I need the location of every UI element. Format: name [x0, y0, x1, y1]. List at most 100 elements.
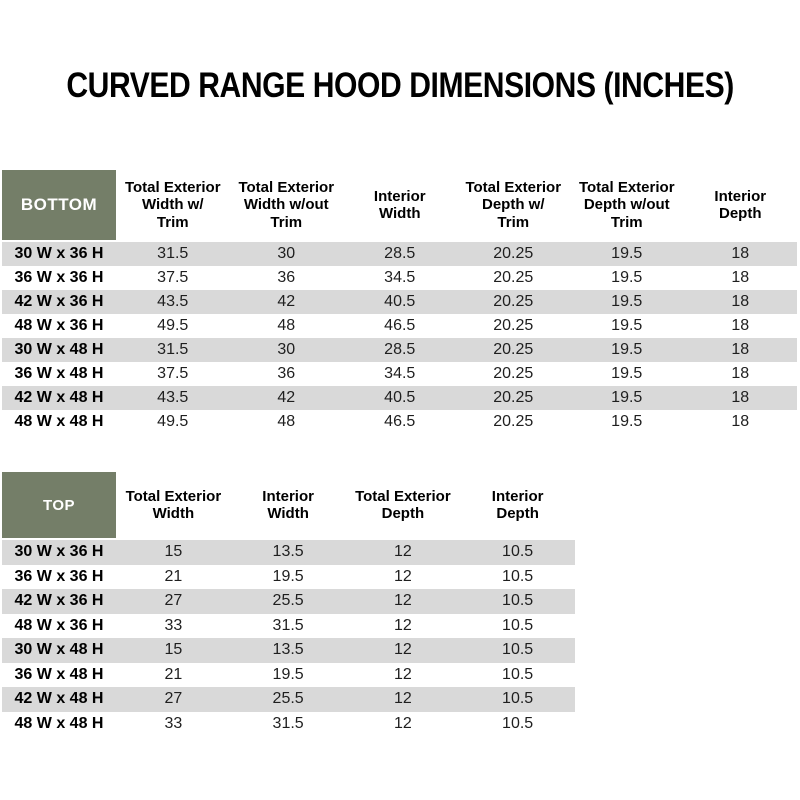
row-label-cell: 36 W x 36 H — [2, 564, 116, 589]
value-cell: 43.5 — [116, 386, 230, 410]
column-header: Total Exterior Depth w/Trim — [456, 170, 570, 242]
column-header: Total Exterior Width — [116, 472, 231, 540]
value-cell: 19.5 — [570, 314, 684, 338]
value-cell: 20.25 — [456, 314, 570, 338]
column-header-line: Interior — [262, 487, 314, 505]
value-cell: 10.5 — [460, 662, 575, 687]
value-cell: 40.5 — [343, 290, 457, 314]
value-cell: 10.5 — [460, 638, 575, 663]
row-label-cell: 48 W x 48 H — [2, 410, 116, 434]
row-label-cell: 48 W x 36 H — [2, 314, 116, 338]
row-label-cell: 42 W x 36 H — [2, 290, 116, 314]
value-cell: 30 — [229, 242, 343, 266]
column-header-line: Interior — [714, 187, 767, 205]
row-label-cell: 48 W x 48 H — [2, 711, 116, 736]
column-header-line: Depth w/ — [482, 196, 545, 214]
value-cell: 15 — [116, 540, 231, 565]
value-cell: 34.5 — [343, 266, 457, 290]
value-cell: 19.5 — [230, 662, 346, 687]
row-label-cell: 30 W x 48 H — [2, 638, 116, 663]
row-label-cell: 36 W x 36 H — [2, 266, 116, 290]
row-label-cell: 42 W x 36 H — [2, 589, 116, 614]
column-header-line: Depth — [719, 205, 762, 222]
value-cell: 18 — [683, 314, 797, 338]
value-cell: 18 — [683, 338, 797, 362]
value-cell: 42 — [229, 290, 343, 314]
value-cell: 13.5 — [230, 540, 346, 565]
row-label-cell: 42 W x 48 H — [2, 687, 116, 712]
value-cell: 20.25 — [456, 410, 570, 434]
page-title-text: CURVED RANGE HOOD DIMENSIONS (INCHES) — [66, 66, 734, 105]
row-label-cell: 30 W x 48 H — [2, 338, 116, 362]
value-cell: 10.5 — [460, 589, 575, 614]
column-header-line: Depth w/out — [583, 196, 670, 214]
value-cell: 19.5 — [570, 386, 684, 410]
value-cell: 10.5 — [460, 564, 575, 589]
column-header-line: Width w/ — [141, 196, 204, 214]
value-cell: 12 — [345, 711, 461, 736]
value-cell: 12 — [345, 662, 461, 687]
value-cell: 20.25 — [456, 338, 570, 362]
value-cell: 13.5 — [230, 638, 346, 663]
value-cell: 12 — [345, 540, 461, 565]
column-header-line: Depth — [496, 505, 539, 522]
value-cell: 25.5 — [230, 589, 346, 614]
column-header-line: Total Exterior — [238, 178, 335, 196]
value-cell: 10.5 — [460, 711, 575, 736]
column-header: Interior Depth — [460, 472, 575, 540]
value-cell: 28.5 — [343, 242, 457, 266]
column-header-line: Depth — [381, 505, 425, 522]
value-cell: 46.5 — [343, 410, 457, 434]
value-cell: 30 — [229, 338, 343, 362]
value-cell: 27 — [116, 687, 231, 712]
value-cell: 37.5 — [116, 362, 230, 386]
value-cell: 10.5 — [460, 687, 575, 712]
top-dimensions-table: TOP Total Exterior Width Interior Width Total… — [2, 472, 575, 736]
column-header: Interior Depth — [683, 170, 797, 242]
value-cell: 25.5 — [230, 687, 346, 712]
value-cell: 19.5 — [570, 266, 684, 290]
value-cell: 20.25 — [456, 362, 570, 386]
value-cell: 19.5 — [570, 362, 684, 386]
row-label-cell: 42 W x 48 H — [2, 386, 116, 410]
column-header-line: Trim — [610, 213, 643, 231]
column-header: Total Exterior Width w/out Trim — [229, 170, 343, 242]
value-cell: 12 — [345, 589, 461, 614]
value-cell: 19.5 — [570, 410, 684, 434]
value-cell: 10.5 — [460, 540, 575, 565]
column-header-line: Total Exterior — [124, 178, 221, 196]
value-cell: 12 — [345, 564, 461, 589]
value-cell: 20.25 — [456, 386, 570, 410]
row-label-cell: 36 W x 48 H — [2, 362, 116, 386]
value-cell: 10.5 — [460, 613, 575, 638]
column-header-line: Total Exterior — [465, 178, 562, 196]
column-header-line: Total Exterior — [355, 487, 451, 505]
value-cell: 33 — [116, 613, 231, 638]
value-cell: 18 — [683, 410, 797, 434]
column-header-line: Width — [378, 205, 421, 222]
value-cell: 37.5 — [116, 266, 230, 290]
value-cell: 20.25 — [456, 242, 570, 266]
page-title: CURVED RANGE HOOD DIMENSIONS (INCHES) — [0, 66, 800, 106]
value-cell: 31.5 — [116, 338, 230, 362]
value-cell: 20.25 — [456, 266, 570, 290]
value-cell: 28.5 — [343, 338, 457, 362]
column-header-line: Width — [267, 505, 309, 522]
value-cell: 12 — [345, 613, 461, 638]
value-cell: 18 — [683, 242, 797, 266]
value-cell: 21 — [116, 564, 231, 589]
value-cell: 36 — [229, 266, 343, 290]
value-cell: 18 — [683, 266, 797, 290]
value-cell: 31.5 — [116, 242, 230, 266]
column-header-line: Interior — [373, 187, 426, 205]
value-cell: 46.5 — [343, 314, 457, 338]
value-cell: 27 — [116, 589, 231, 614]
value-cell: 15 — [116, 638, 231, 663]
row-label-cell: 30 W x 36 H — [2, 540, 116, 565]
value-cell: 19.5 — [230, 564, 346, 589]
value-cell: 18 — [683, 290, 797, 314]
column-header-line: Width w/out — [243, 196, 329, 214]
row-label-cell: 48 W x 36 H — [2, 613, 116, 638]
value-cell: 21 — [116, 662, 231, 687]
